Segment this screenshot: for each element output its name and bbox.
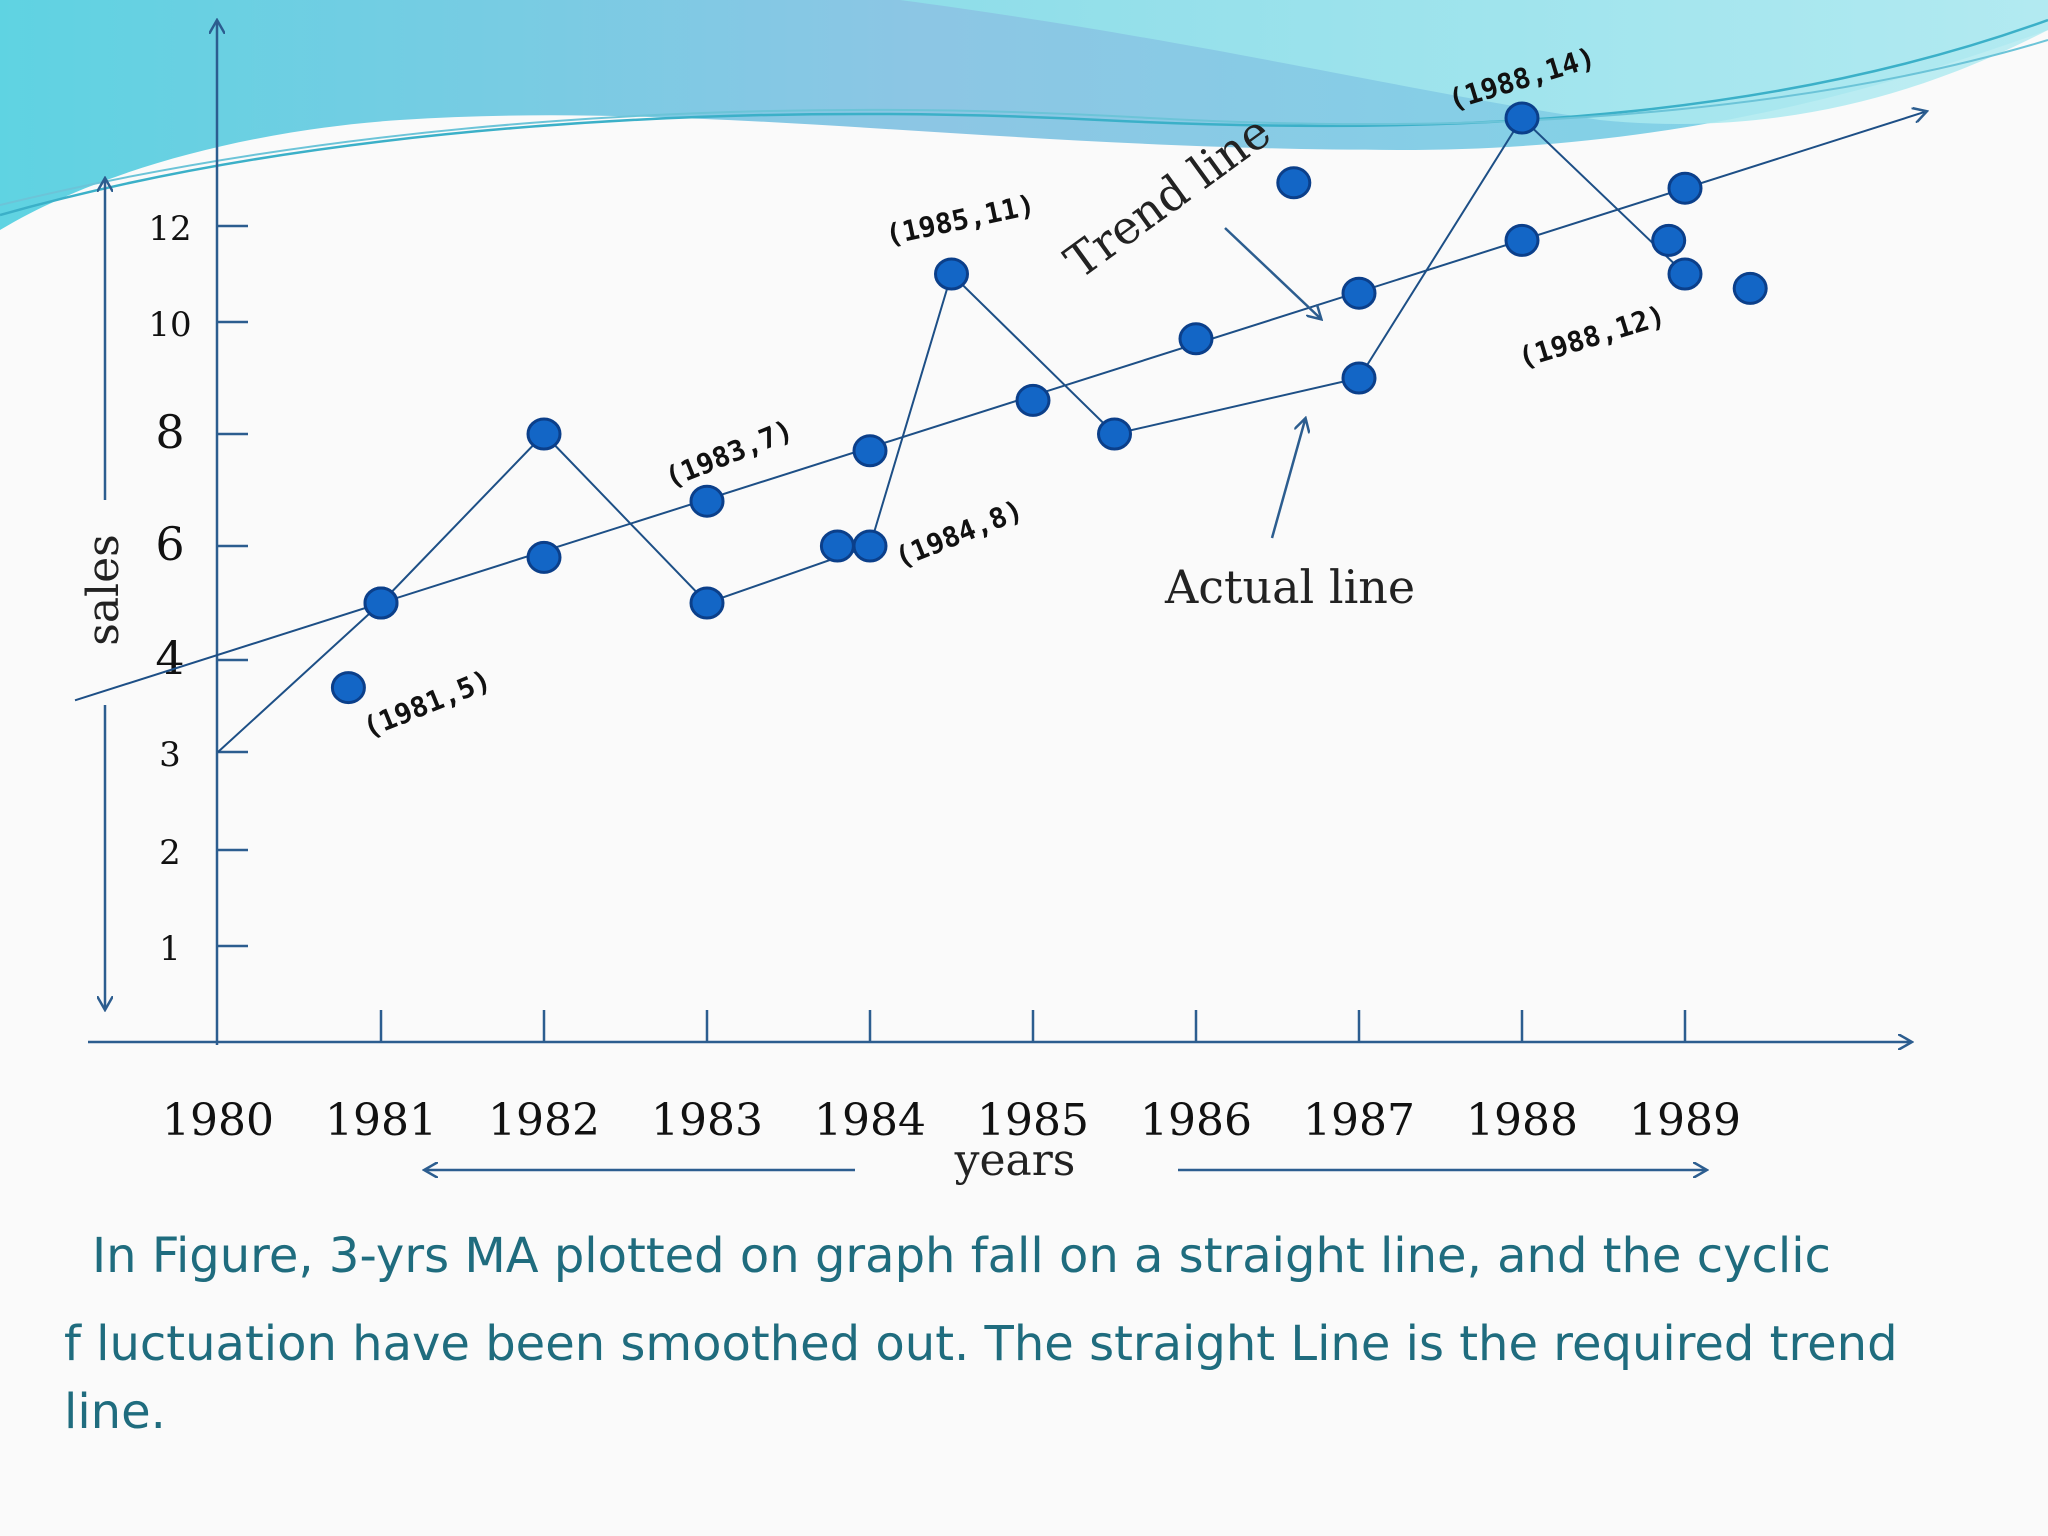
x-tick-label: 1987	[1303, 1095, 1415, 1146]
y-tick-label: 3	[159, 735, 181, 775]
x-tick-label: 1983	[651, 1095, 763, 1146]
x-tick-label: 1980	[162, 1095, 274, 1146]
y-tick-label: 4	[155, 631, 184, 685]
actual-point	[1341, 361, 1377, 395]
extra-point	[1276, 166, 1312, 200]
header-wave-decoration	[0, 0, 2048, 230]
x-tick-label: 1981	[325, 1095, 437, 1146]
extra-point	[819, 529, 855, 563]
y-tick-label: 8	[155, 405, 184, 459]
actual-line-label: Actual line	[1164, 560, 1415, 614]
actual-point	[852, 529, 888, 563]
y-tick-label: 2	[159, 833, 181, 873]
x-tick-label: 1986	[1140, 1095, 1252, 1146]
trend-point	[526, 540, 562, 574]
trend-point	[1015, 383, 1051, 417]
annotation-1988-12: (1988,12)	[1514, 299, 1669, 375]
x-axis-ticks: 1980 1981 1982 1983 1984 1985 1986 1987 1988 1989	[162, 1010, 1741, 1146]
caption-line-3: line.	[64, 1384, 166, 1440]
actual-point	[1667, 257, 1703, 291]
caption-line-2: f luctuation have been smoothed out. The…	[64, 1316, 1898, 1372]
trend-point	[363, 586, 399, 620]
trend-point	[1504, 223, 1540, 257]
actual-point	[1097, 417, 1132, 451]
extra-point	[1651, 223, 1687, 257]
trend-point	[1341, 276, 1377, 310]
x-tick-label: 1989	[1629, 1095, 1741, 1146]
axes	[88, 22, 1910, 1045]
annotation-1983: (1983,7)	[660, 413, 797, 494]
y-tick-label: 12	[148, 209, 191, 249]
x-tick-label: 1984	[814, 1095, 926, 1146]
trend-point	[1178, 322, 1214, 356]
annotation-1985: (1985,11)	[883, 188, 1038, 252]
x-tick-label: 1982	[488, 1095, 600, 1146]
caption-line-1: In Figure, 3-yrs MA plotted on graph fal…	[92, 1228, 1831, 1284]
actual-point	[526, 417, 562, 451]
trend-point	[852, 434, 888, 468]
actual-point	[1504, 101, 1540, 135]
extra-point	[1732, 271, 1768, 305]
y-axis-label: sales	[78, 534, 129, 646]
actual-series-line	[217, 116, 1686, 753]
trend-point	[1667, 171, 1703, 205]
annotation-1981: (1981,5)	[358, 663, 495, 744]
x-tick-label: 1988	[1466, 1095, 1578, 1146]
x-tick-label: 1985	[977, 1095, 1089, 1146]
annotation-1984: (1984,8)	[890, 493, 1027, 574]
actual-point	[934, 257, 969, 291]
actual-point	[689, 586, 725, 620]
extra-point	[330, 671, 366, 705]
x-axis-label: years	[954, 1135, 1076, 1186]
data-points	[330, 101, 1768, 705]
trend-point	[689, 484, 725, 518]
trend-line-pointer	[1224, 227, 1320, 318]
y-tick-label: 6	[155, 517, 184, 571]
actual-line-pointer	[1270, 420, 1305, 539]
y-tick-label: 10	[148, 305, 191, 345]
y-tick-label: 1	[159, 929, 181, 969]
